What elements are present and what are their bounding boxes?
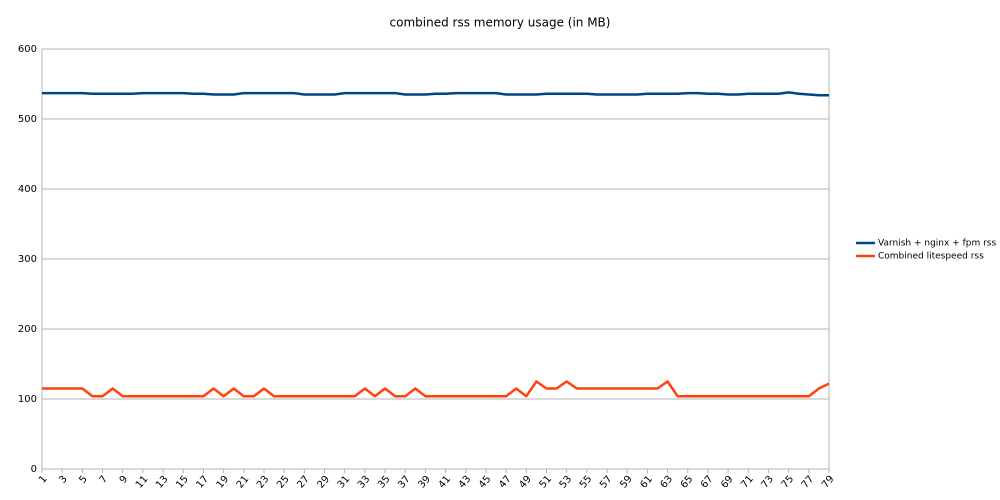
x-tick-label: 23 [255,474,272,491]
x-tick-label: 27 [295,474,312,491]
x-tick-label: 69 [719,474,736,491]
x-tick-label: 17 [194,474,211,491]
x-tick-label: 37 [396,474,413,491]
x-tick-label: 63 [659,474,676,491]
x-tick-label: 33 [356,474,373,491]
x-tick-label: 9 [118,474,131,486]
y-tick-label: 100 [18,394,37,405]
legend-label: Combined litespeed rss [878,252,984,262]
y-tick-label: 200 [18,324,37,335]
series-line [42,91,829,97]
x-tick-label: 57 [598,474,615,491]
x-tick-label: 15 [174,474,191,491]
x-tick-label: 5 [77,474,90,486]
x-tick-label: 35 [376,474,393,491]
x-tick-label: 53 [558,474,575,491]
x-tick-label: 77 [800,474,817,491]
legend-label: Varnish + nginx + fpm rss [878,239,996,249]
x-tick-label: 51 [537,474,554,491]
chart-title: combined rss memory usage (in MB) [390,16,611,30]
x-tick-label: 3 [57,474,70,486]
x-tick-label: 45 [477,474,494,491]
y-tick-label: 400 [18,184,37,195]
y-tick-label: 500 [18,114,37,125]
x-tick-label: 47 [497,474,514,491]
x-tick-label: 61 [638,474,655,491]
x-tick-label: 49 [517,474,534,491]
x-tick-label: 11 [134,474,151,491]
x-tick-label: 39 [416,474,433,491]
x-tick-label: 71 [739,474,756,491]
x-tick-label: 21 [235,474,252,491]
x-tick-label: 79 [820,474,837,491]
x-tick-label: 31 [336,474,353,491]
x-tick-label: 7 [98,474,111,486]
y-tick-label: 0 [31,464,37,475]
x-tick-label: 13 [154,474,171,491]
x-tick-label: 25 [275,474,292,491]
x-tick-label: 41 [437,474,454,491]
x-tick-label: 1 [37,474,50,486]
x-tick-label: 75 [780,474,797,491]
x-tick-label: 67 [699,474,716,491]
x-tick-label: 43 [457,474,474,491]
x-tick-label: 19 [215,474,232,491]
series-line [42,380,830,398]
y-tick-label: 300 [18,254,37,265]
x-tick-label: 29 [315,474,332,491]
x-tick-label: 65 [679,474,696,491]
x-tick-label: 73 [759,474,776,491]
x-tick-label: 55 [578,474,595,491]
x-tick-label: 59 [618,474,635,491]
y-tick-label: 600 [18,44,37,55]
